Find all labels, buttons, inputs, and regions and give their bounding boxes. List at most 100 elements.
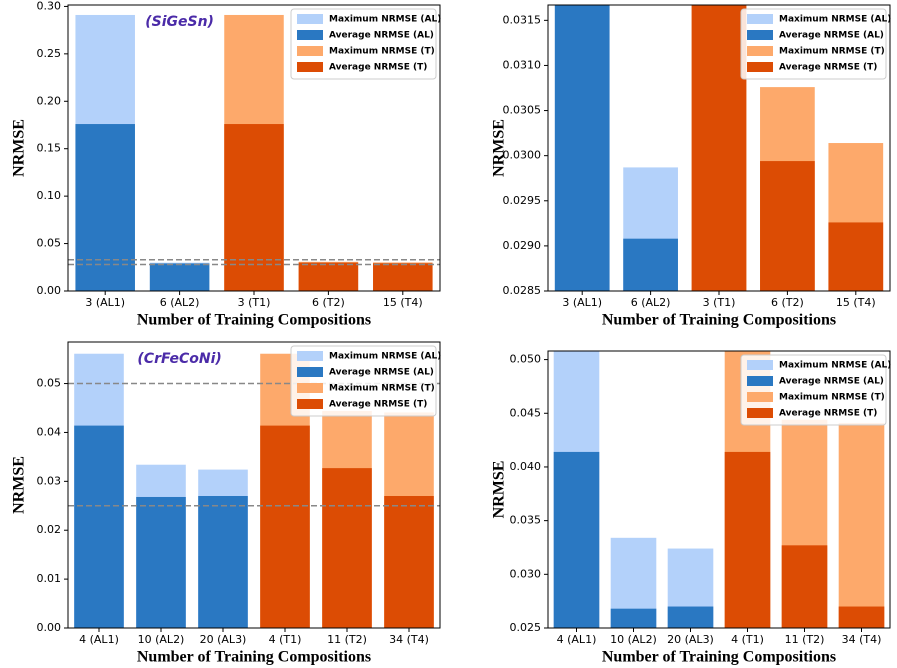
bar — [322, 468, 372, 628]
x-tick-label: 4 (AL1) — [557, 633, 597, 646]
bar — [828, 222, 884, 291]
x-tick-label: 6 (AL2) — [631, 296, 671, 309]
x-tick-label: 6 (T2) — [771, 296, 804, 309]
y-tick-label: 0.30 — [37, 0, 62, 12]
y-axis-label: NRMSE — [491, 119, 508, 177]
plot-area — [68, 14, 440, 291]
x-tick-label: 20 (AL3) — [200, 633, 247, 646]
x-tick-label: 3 (AL1) — [85, 296, 125, 309]
legend-label: Average NRMSE (AL) — [779, 377, 884, 387]
y-tick-label: 0.25 — [37, 47, 62, 60]
annotation: (CrFeCoNi) — [137, 351, 221, 367]
bar — [260, 425, 310, 628]
y-tick-label: 0.03 — [37, 474, 62, 487]
bar — [149, 263, 210, 291]
y-tick-label: 0.0290 — [503, 239, 542, 252]
x-tick-label: 34 (T4) — [389, 633, 429, 646]
legend-label: Maximum NRMSE (T) — [779, 47, 885, 57]
x-tick-label: 3 (T1) — [703, 296, 736, 309]
legend-label: Maximum NRMSE (AL) — [329, 352, 441, 362]
legend-swatch — [747, 14, 773, 24]
plot-area — [68, 353, 440, 628]
subplot: 0.00 0.01 0.02 0.03 0.04 0.05 4 (AL1) 10 (AL2) 2… — [11, 341, 441, 666]
legend-label: Maximum NRMSE (T) — [329, 47, 435, 57]
y-tick-label: 0.0315 — [503, 13, 542, 26]
x-tick-label: 6 (AL2) — [160, 296, 200, 309]
legend-box — [290, 8, 437, 80]
bar — [224, 124, 284, 291]
x-tick-label: 3 (T1) — [238, 296, 271, 309]
legend-swatch — [297, 367, 323, 377]
legend-box — [740, 8, 887, 80]
legend-swatch — [747, 46, 773, 56]
legend-swatch — [297, 46, 323, 56]
y-axis-label: NRMSE — [11, 119, 28, 177]
bar — [553, 451, 600, 628]
y-tick-label: 0.045 — [510, 406, 542, 419]
legend-swatch — [747, 30, 773, 40]
legend-swatch — [297, 399, 323, 409]
y-tick-label: 0.050 — [510, 353, 542, 366]
plot-area — [553, 351, 885, 628]
bar — [554, 5, 610, 291]
legend-label: Average NRMSE (AL) — [779, 31, 884, 41]
legend-swatch — [297, 383, 323, 393]
x-tick-label: 6 (T2) — [312, 296, 345, 309]
legend: Maximum NRMSE (AL) Average NRMSE (AL) Maxi… — [740, 8, 891, 80]
annotation: (SiGeSn) — [145, 14, 214, 30]
x-axis-label: Number of Training Compositions — [137, 312, 371, 329]
y-axis-label: NRMSE — [491, 461, 508, 519]
legend-swatch — [747, 376, 773, 386]
subplot: 0.025 0.030 0.035 0.040 0.045 0.050 4 (AL1) 10 … — [491, 350, 891, 666]
legend-label: Maximum NRMSE (T) — [329, 384, 435, 394]
legend-swatch — [747, 408, 773, 418]
legend-label: Maximum NRMSE (AL) — [779, 15, 891, 25]
legend: Maximum NRMSE (AL) Average NRMSE (AL) Maxi… — [290, 345, 441, 417]
legend: Maximum NRMSE (AL) Average NRMSE (AL) Maxi… — [290, 8, 441, 80]
y-tick-label: 0.00 — [37, 621, 62, 634]
legend-swatch — [297, 351, 323, 361]
y-tick-label: 0.030 — [510, 567, 542, 580]
x-tick-label: 4 (T1) — [269, 633, 302, 646]
legend-box — [740, 354, 887, 426]
x-tick-label: 11 (T2) — [327, 633, 367, 646]
bar — [760, 161, 815, 291]
y-tick-label: 0.0285 — [503, 284, 542, 297]
legend: Maximum NRMSE (AL) Average NRMSE (AL) Maxi… — [740, 354, 891, 426]
x-tick-label: 10 (AL2) — [138, 633, 185, 646]
legend-swatch — [297, 62, 323, 72]
legend-label: Average NRMSE (AL) — [329, 31, 434, 41]
y-tick-label: 0.01 — [37, 572, 62, 585]
y-tick-label: 0.04 — [37, 425, 62, 438]
legend-swatch — [297, 14, 323, 24]
legend-label: Average NRMSE (T) — [779, 63, 877, 73]
legend-label: Maximum NRMSE (AL) — [779, 361, 891, 371]
y-tick-label: 0.20 — [37, 94, 62, 107]
y-tick-label: 0.0310 — [503, 58, 542, 71]
x-axis-label: Number of Training Compositions — [137, 649, 371, 666]
legend-swatch — [747, 62, 773, 72]
bar — [373, 263, 433, 291]
legend-label: Average NRMSE (AL) — [329, 368, 434, 378]
y-tick-label: 0.00 — [37, 284, 62, 297]
bar — [623, 238, 678, 291]
legend-label: Maximum NRMSE (AL) — [329, 15, 441, 25]
legend-swatch — [747, 360, 773, 370]
y-tick-label: 0.15 — [37, 142, 62, 155]
legend-swatch — [747, 392, 773, 402]
x-tick-label: 3 (AL1) — [562, 296, 602, 309]
legend-label: Average NRMSE (T) — [329, 63, 427, 73]
bar — [74, 425, 124, 628]
y-tick-label: 0.0305 — [503, 104, 542, 117]
y-tick-label: 0.0295 — [503, 194, 542, 207]
bar — [198, 496, 248, 628]
x-tick-label: 4 (AL1) — [79, 633, 119, 646]
axes-frame — [547, 350, 891, 629]
y-axis-label: NRMSE — [11, 456, 28, 514]
bar — [724, 451, 771, 628]
bar — [667, 606, 714, 628]
bar — [384, 496, 434, 628]
bar — [610, 608, 657, 628]
y-tick-label: 0.05 — [37, 377, 62, 390]
